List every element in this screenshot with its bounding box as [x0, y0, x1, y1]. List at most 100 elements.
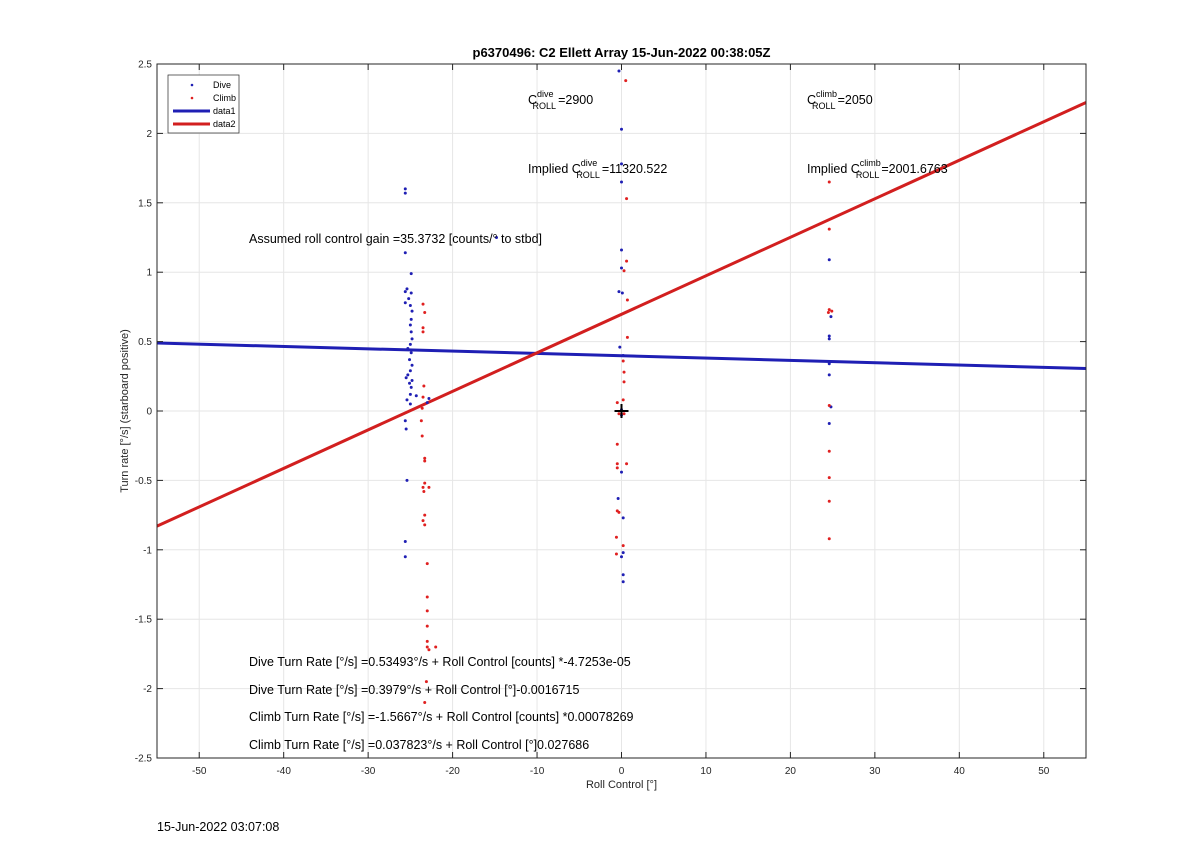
dive-point: [405, 478, 409, 482]
dive-point: [410, 337, 414, 341]
dive-point: [405, 398, 409, 402]
climb-point: [427, 485, 431, 489]
x-tick-label: 0: [619, 766, 625, 777]
dive-point: [827, 362, 831, 366]
dive-point: [621, 580, 625, 584]
climb-point: [425, 609, 429, 613]
dive-point: [409, 291, 413, 295]
dive-point: [620, 555, 623, 559]
legend-climb-label: Climb: [213, 93, 236, 103]
climb-point: [625, 197, 629, 201]
dive-point: [408, 304, 412, 308]
c-dive-annotation: Cdive ROLL =2900: [528, 89, 593, 111]
climb-point: [621, 544, 625, 548]
dive-point: [620, 470, 623, 474]
climb-point: [827, 499, 831, 503]
dive-point: [620, 127, 623, 131]
climb-point: [420, 434, 424, 438]
data-points: [403, 69, 834, 704]
climb-point: [827, 308, 831, 312]
y-tick-label: 2: [146, 129, 152, 140]
chart-title: p6370496: C2 Ellett Array 15-Jun-2022 00…: [473, 45, 771, 60]
dive-point: [620, 291, 624, 295]
dive-point: [403, 419, 407, 423]
dive-point: [408, 358, 412, 362]
climb-point: [423, 456, 427, 460]
x-tick-label: 10: [700, 766, 712, 777]
dive-point: [620, 266, 623, 270]
c-climb-annotation: Cclimb ROLL =2050: [807, 89, 873, 111]
climb-point: [420, 406, 424, 410]
dive-point: [617, 69, 621, 73]
dive-point: [827, 334, 831, 338]
fit-line-data1: [156, 341, 1087, 371]
dive-point: [409, 330, 413, 334]
dive-point: [617, 290, 621, 294]
climb-point: [625, 298, 629, 302]
dive-point: [403, 191, 407, 195]
y-tick-label: 0: [146, 407, 152, 418]
y-tick-label: 0.5: [138, 337, 152, 348]
dive-point: [414, 394, 418, 398]
climb-point: [422, 384, 426, 388]
climb-point: [827, 227, 831, 231]
climb-point: [622, 380, 626, 384]
y-tick-label: -2: [143, 684, 152, 695]
y-tick-label: -2.5: [135, 754, 153, 765]
dive-point: [408, 369, 412, 373]
dive-point: [403, 187, 407, 191]
dive-equation-counts: Dive Turn Rate [°/s] =0.53493°/s + Roll …: [249, 655, 631, 669]
climb-point: [614, 552, 618, 556]
dive-point: [827, 337, 831, 341]
y-tick-label: 1.5: [138, 198, 152, 209]
climb-equation-degrees: Climb Turn Rate [°/s] =0.037823°/s + Rol…: [249, 738, 589, 752]
climb-point: [425, 639, 429, 643]
x-tick-label: -30: [361, 766, 376, 777]
y-tick-label: -1: [143, 545, 152, 556]
climb-point: [421, 485, 425, 489]
climb-point: [625, 335, 629, 339]
dive-point: [408, 323, 412, 327]
origin-marker: [614, 404, 629, 418]
climb-point: [423, 459, 427, 463]
climb-point: [425, 645, 429, 649]
dive-point: [408, 342, 412, 346]
climb-point: [423, 481, 427, 485]
dive-equation-degrees: Dive Turn Rate [°/s] =0.3979°/s + Roll C…: [249, 683, 579, 697]
x-tick-label: 30: [869, 766, 881, 777]
dive-point: [408, 392, 412, 396]
y-tick-label: 2.5: [138, 60, 152, 71]
climb-point: [423, 700, 427, 704]
climb-point: [615, 442, 619, 446]
dive-point: [407, 297, 411, 301]
dive-point: [403, 301, 407, 305]
climb-point: [624, 79, 628, 83]
dive-point: [620, 162, 623, 166]
dive-point: [406, 347, 410, 351]
dive-point: [827, 421, 831, 425]
climb-equation-counts: Climb Turn Rate [°/s] =-1.5667°/s + Roll…: [249, 710, 634, 724]
climb-point: [421, 326, 425, 330]
climb-point: [615, 466, 619, 470]
annotations: Cdive ROLL =2900 Cclimb ROLL =2050 Implied C…: [249, 89, 948, 752]
climb-point: [427, 648, 431, 652]
climb-point: [421, 519, 425, 523]
dive-point: [409, 351, 413, 355]
dive-point: [408, 402, 412, 406]
implied-climb-annotation: Implied Cclimb ROLL =2001.6763: [807, 158, 948, 180]
climb-point: [826, 310, 830, 314]
climb-point: [625, 259, 629, 263]
legend: Dive Climb data1 data2: [167, 74, 240, 134]
fit-lines: [156, 101, 1087, 528]
climb-point: [622, 269, 626, 273]
x-tick-label: -20: [445, 766, 460, 777]
x-tick-label: -50: [192, 766, 207, 777]
legend-climb-marker: [190, 96, 194, 100]
dive-point: [621, 516, 625, 520]
y-tick-label: 1: [146, 268, 152, 279]
dive-point: [410, 378, 414, 382]
dive-point: [495, 236, 499, 239]
climb-point: [615, 462, 619, 466]
dive-point: [427, 397, 431, 401]
